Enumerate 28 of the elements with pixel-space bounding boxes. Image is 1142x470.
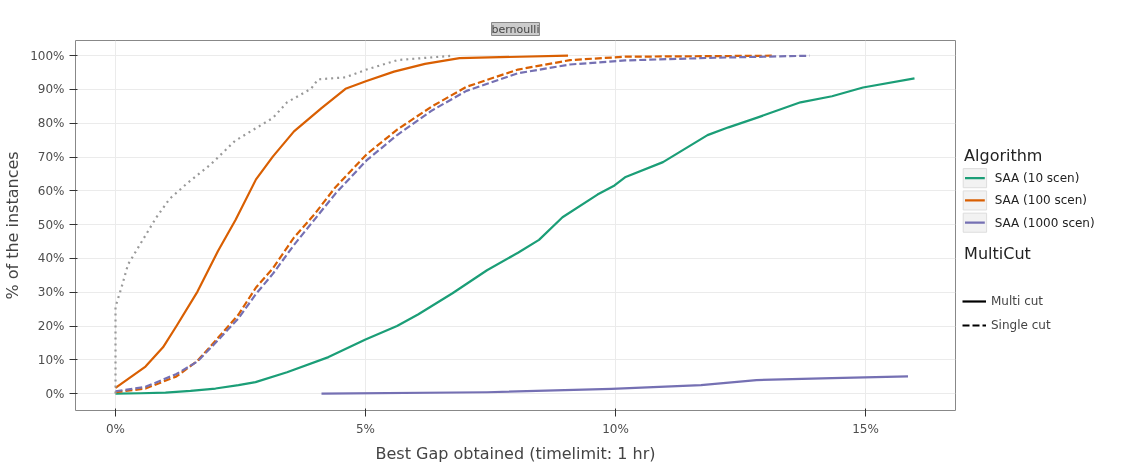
x-axis-title: Best Gap obtained (timelimit: 1 hr) xyxy=(375,443,656,463)
legend-label: SAA (1000 scen) xyxy=(994,215,1095,230)
y-tick-label: 80% xyxy=(37,116,65,131)
y-tick-label: 70% xyxy=(37,150,65,165)
line-series xyxy=(114,77,916,395)
legend-title: Algorithm xyxy=(964,146,1043,166)
y-tick-label: 90% xyxy=(37,82,65,97)
y-tick-label: 0% xyxy=(45,386,65,401)
y-tick-label: 20% xyxy=(37,319,65,334)
y-axis-title: % of the instances xyxy=(3,151,23,300)
x-tick-label: 10% xyxy=(602,421,629,436)
y-tick-label: 30% xyxy=(37,285,65,300)
y-tick-label: 100% xyxy=(30,48,65,63)
legend-label: SAA (10 scen) xyxy=(994,171,1080,186)
text: Single cut xyxy=(991,318,1051,332)
line-series xyxy=(320,375,910,395)
y-tick-label: 60% xyxy=(37,183,65,198)
chart-title: bernoulli xyxy=(491,22,540,36)
text: Multi cut xyxy=(991,294,1044,308)
y-tick-label: 10% xyxy=(37,352,65,367)
legend-label: SAA (100 scen) xyxy=(994,193,1088,208)
x-tick-label: 0% xyxy=(105,421,126,436)
line-series xyxy=(114,54,570,389)
text: MultiCut xyxy=(964,244,1031,264)
y-tick-label: 40% xyxy=(37,251,65,266)
x-tick-label: 5% xyxy=(355,421,376,436)
x-tick-label: 15% xyxy=(852,421,879,436)
y-tick-label: 50% xyxy=(37,217,65,232)
